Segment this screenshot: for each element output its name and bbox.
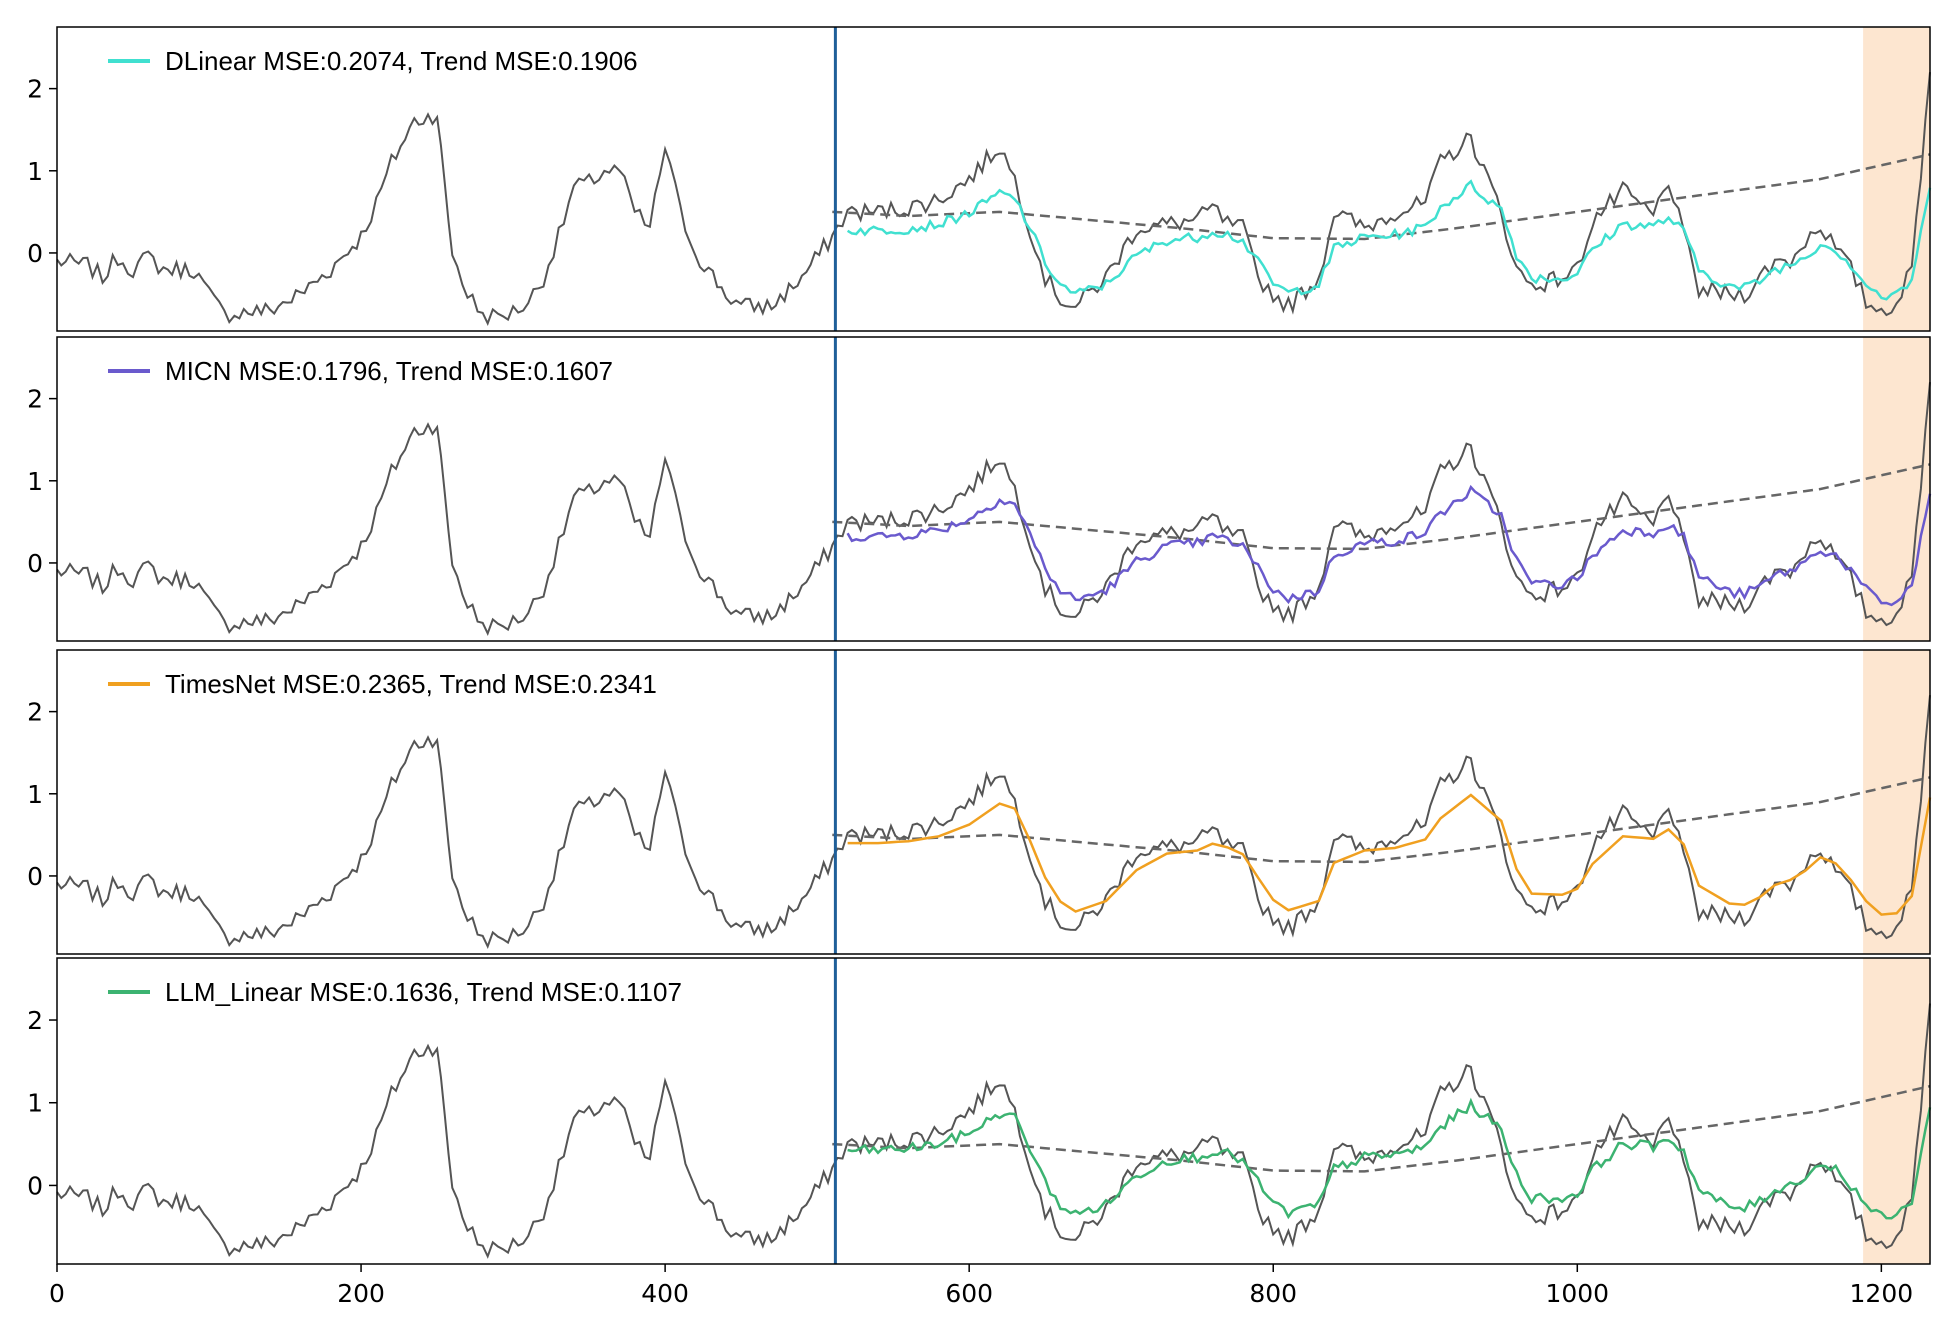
trend-dashed-line [832, 463, 1931, 551]
y-tick-label: 2 [27, 75, 43, 104]
y-tick-label: 1 [27, 1089, 43, 1118]
legend-text: MICN MSE:0.1796, Trend MSE:0.1607 [165, 356, 613, 386]
x-tick-label: 400 [641, 1279, 689, 1308]
trend-dashed-line [832, 153, 1931, 241]
panel-llm_linear: 0 1 2 LLM_Linear MSE:0.1636, Trend MSE:0.11… [27, 957, 1932, 1265]
y-tick-label: 2 [27, 698, 43, 727]
highlight-region [1863, 337, 1930, 641]
panel-frame [56, 649, 1931, 955]
ground-truth-line [56, 72, 1931, 326]
ground-truth-line [56, 382, 1931, 636]
y-tick-label: 2 [27, 385, 43, 414]
y-tick-label: 0 [27, 862, 43, 891]
panel-timesnet: 0 1 2 TimesNet MSE:0.2365, Trend MSE:0.2341 [27, 649, 1932, 955]
x-tick-label: 600 [945, 1279, 993, 1308]
legend-text: DLinear MSE:0.2074, Trend MSE:0.1906 [165, 46, 638, 76]
y-tick-label: 0 [27, 1171, 43, 1200]
y-tick-label: 0 [27, 549, 43, 578]
y-tick-label: 0 [27, 239, 43, 268]
y-tick-label: 1 [27, 467, 43, 496]
panel-micn: 0 1 2 MICN MSE:0.1796, Trend MSE:0.1607 [27, 336, 1932, 642]
panel-dlinear: 0 1 2 DLinear MSE:0.2074, Trend MSE:0.1906 [27, 26, 1932, 332]
prediction-line-timesnet [847, 793, 1932, 916]
prediction-line-dlinear [846, 179, 1932, 301]
highlight-region [1863, 650, 1930, 954]
x-tick-label: 1000 [1545, 1279, 1609, 1308]
y-tick-label: 2 [27, 1006, 43, 1035]
x-tick-label: 800 [1249, 1279, 1297, 1308]
ground-truth-line [56, 695, 1931, 949]
legend-text: TimesNet MSE:0.2365, Trend MSE:0.2341 [165, 669, 657, 699]
trend-dashed-line [832, 1084, 1931, 1173]
prediction-line-llm_linear [847, 1097, 1932, 1220]
x-tick-label: 0 [49, 1279, 65, 1308]
y-tick-label: 1 [27, 157, 43, 186]
legend-text: LLM_Linear MSE:0.1636, Trend MSE:0.1107 [165, 977, 682, 1007]
panel-frame [56, 336, 1931, 642]
ground-truth-line [56, 1003, 1931, 1259]
y-tick-label: 1 [27, 780, 43, 809]
panel-frame [56, 26, 1931, 332]
x-tick-label: 1200 [1850, 1279, 1914, 1308]
trend-dashed-line [832, 776, 1931, 864]
x-tick-label: 200 [337, 1279, 385, 1308]
prediction-line-micn [846, 484, 1932, 607]
highlight-region [1863, 27, 1930, 331]
panel-frame [56, 957, 1931, 1265]
